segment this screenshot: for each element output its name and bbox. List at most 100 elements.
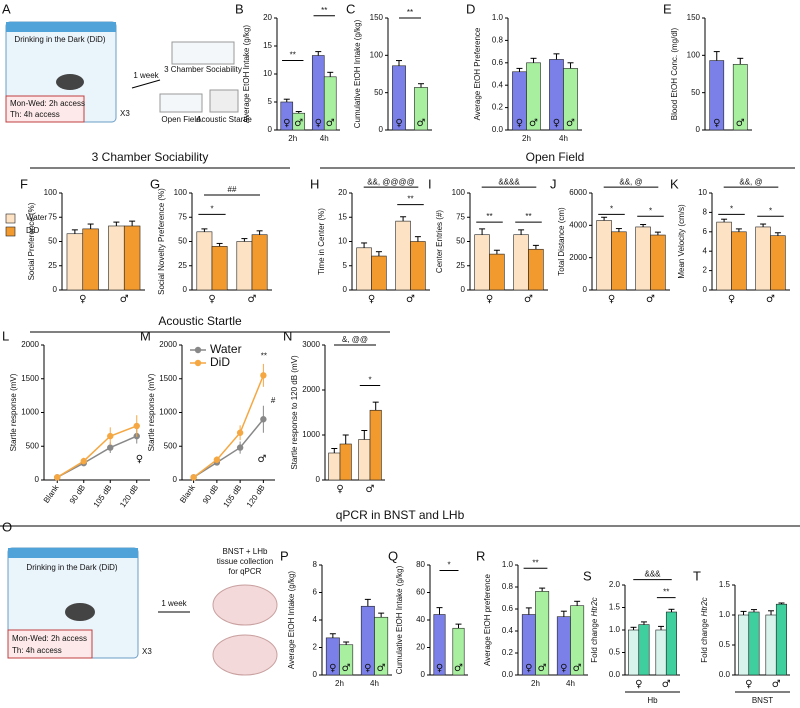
- section-title: qPCR in BNST and LHb: [336, 508, 465, 522]
- panel-letter: K: [670, 176, 679, 191]
- y-tick-label: 0: [421, 670, 426, 679]
- annotation: *: [610, 204, 613, 213]
- y-tick-label: 20: [263, 13, 272, 22]
- y-tick-label: 25: [178, 261, 187, 270]
- bar: [371, 255, 387, 291]
- panel-letter: T: [693, 568, 701, 583]
- y-axis-label-gene: Htr2c: [700, 597, 709, 616]
- bar: [655, 629, 667, 676]
- y-axis-label-text: Time in Center (%): [317, 208, 326, 275]
- y-tick-label: 2000: [21, 340, 39, 349]
- x-tick-label: 2h: [522, 134, 531, 143]
- interval: 1 week: [133, 71, 159, 80]
- bar: [611, 231, 627, 291]
- y-tick-label: 0.0: [719, 670, 731, 679]
- series-line: [193, 375, 265, 478]
- y-axis-label-text: Average EtOH Intake (g/kg): [242, 25, 251, 123]
- repeat: X3: [120, 109, 130, 118]
- y-tick-label: 4: [313, 615, 318, 624]
- y-axis-label-text: Total Distance (cm): [557, 207, 566, 276]
- bar: [489, 253, 505, 291]
- y-axis-label-text: Average EtOH Intake (g/kg): [287, 571, 296, 669]
- bar-label: ♂: [326, 118, 335, 129]
- point: [236, 444, 244, 451]
- y-tick-label: 5: [268, 97, 273, 106]
- annotation: ♂: [257, 454, 266, 465]
- point: [107, 444, 114, 451]
- x-tick-label: ♂: [248, 294, 257, 305]
- bar: [528, 248, 544, 291]
- point: [213, 456, 221, 463]
- panel-letter: L: [2, 328, 9, 343]
- bar-label: ♂: [417, 118, 426, 129]
- y-tick-label: 0: [703, 285, 708, 294]
- section-title: Open Field: [526, 150, 585, 164]
- y-axis-label-text: Social Novelty Preference (%): [157, 188, 166, 295]
- y-axis-label-text: Social Preference (%): [27, 202, 36, 280]
- y-tick-label: 40: [416, 615, 425, 624]
- annotation: *: [730, 204, 733, 213]
- bar: [627, 629, 640, 676]
- test-label: Open Field: [161, 115, 200, 124]
- test-box: [209, 89, 239, 113]
- point: [260, 372, 267, 379]
- bar: [236, 241, 253, 291]
- bar-label: ♀: [395, 118, 402, 129]
- schedule: Th: 4h access: [10, 110, 60, 119]
- x-axis-label: BNST: [752, 696, 773, 705]
- panel-letter: G: [150, 176, 160, 191]
- x-tick-label: ♂: [120, 294, 129, 305]
- annotation: #: [271, 396, 276, 405]
- legend-label: Water: [26, 213, 47, 222]
- y-tick-label: 8: [703, 208, 708, 217]
- bar: [339, 443, 352, 481]
- y-tick-label: 0.0: [502, 670, 514, 679]
- bar: [395, 220, 411, 291]
- annotation: *: [210, 204, 213, 213]
- panel-letter: S: [583, 568, 592, 583]
- y-axis-label: Average EtOH Intake (g/kg): [287, 571, 296, 669]
- y-tick-label: 0.5: [609, 648, 621, 657]
- y-tick-label: 1.5: [609, 603, 621, 612]
- bar: [196, 231, 213, 291]
- series-line: [56, 425, 138, 478]
- panel-letter: I: [428, 176, 432, 191]
- y-tick-label: 2000: [159, 340, 177, 349]
- panel-letter: D: [466, 1, 475, 16]
- annotation: *: [368, 376, 371, 385]
- y-tick-label: 0: [379, 125, 384, 134]
- y-tick-label: 1000: [302, 430, 320, 439]
- point: [260, 416, 267, 423]
- bar: [731, 231, 747, 291]
- y-axis-label: Average EtOH preference: [483, 574, 492, 666]
- y-axis-label: Social Preference (%): [27, 202, 36, 280]
- panel-letter: H: [310, 176, 319, 191]
- panel-letter: B: [235, 1, 244, 16]
- x-tick-label: ♀: [608, 294, 615, 305]
- y-tick-label: 1.0: [492, 13, 504, 22]
- y-axis-label-text: Center Entries (#): [435, 210, 444, 273]
- annotation: ##: [228, 185, 237, 194]
- x-tick-label: Blank: [178, 482, 197, 504]
- x-tick-label: ♂: [772, 679, 781, 690]
- y-tick-label: 0.4: [492, 80, 504, 89]
- y-tick-label: 8: [313, 560, 318, 569]
- y-tick-label: 2: [703, 266, 708, 275]
- diagram-o: O Drinking in the Dark (DiD) Mon-Wed: 2h…: [2, 519, 278, 676]
- bar: [474, 234, 490, 291]
- x-tick-label: 90 dB: [201, 483, 220, 505]
- y-tick-label: 60: [416, 588, 425, 597]
- bar: [108, 225, 125, 291]
- annotation: **: [486, 212, 492, 221]
- bar: [513, 234, 529, 291]
- y-tick-label: 50: [48, 237, 57, 246]
- y-tick-label: 10: [338, 237, 347, 246]
- bar-label: ♀: [713, 118, 720, 129]
- y-tick-label: 50: [456, 237, 465, 246]
- bar-label: ♀: [516, 118, 523, 129]
- x-tick-label: 90 dB: [68, 483, 87, 505]
- legend-marker: [194, 346, 202, 354]
- diagram-title: Drinking in the Dark (DiD): [26, 563, 117, 572]
- annotation: *: [447, 561, 450, 570]
